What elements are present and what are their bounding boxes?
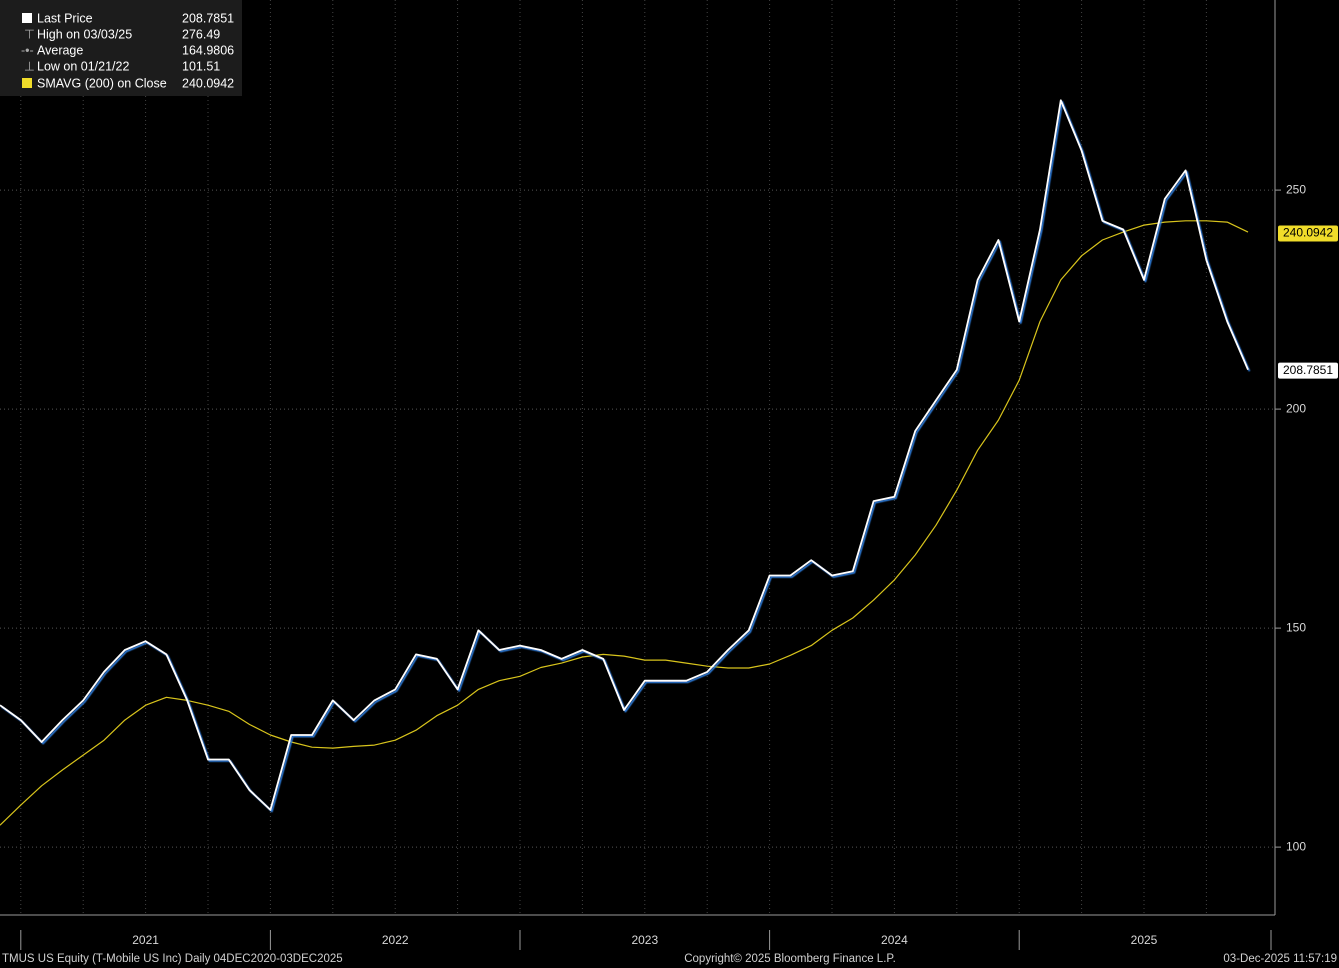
footer-bar <box>0 950 1339 968</box>
value-tag <box>1278 362 1338 379</box>
x-tick-label: 2023 <box>631 933 658 947</box>
x-tick-label: 2022 <box>382 933 409 947</box>
footer-right: 03-Dec-2025 11:57:19 <box>1223 953 1337 965</box>
value-tag-label: 240.0942 <box>1283 226 1333 240</box>
legend-icon: ⊥ <box>24 59 35 73</box>
legend-value: 208.7851 <box>182 11 234 25</box>
legend: Last Price 208.7851 ⊤ High on 03/03/25 2… <box>0 0 242 96</box>
value-tag <box>1278 225 1338 242</box>
y-tick-label: 200 <box>1286 401 1306 415</box>
legend-label: High on 03/03/25 <box>37 27 132 41</box>
legend-value: 240.0942 <box>182 76 234 90</box>
x-tick-label: 2021 <box>132 933 159 947</box>
x-tick-label: 2025 <box>1131 933 1158 947</box>
y-tick-label: 250 <box>1286 182 1306 196</box>
y-tick-label: 150 <box>1286 620 1306 634</box>
axis-labels: 100 150 200 250 2021 2022 2023 2024 2025 208.7851… <box>20 182 1338 950</box>
legend-label: SMAVG (200) on Close <box>37 76 167 90</box>
value-tag-label: 208.7851 <box>1283 363 1333 377</box>
price-line <box>0 99 1249 811</box>
legend-label: Last Price <box>37 11 93 25</box>
legend-value: 101.51 <box>182 59 220 73</box>
footer-left: TMUS US Equity (T-Mobile US Inc) Daily 0… <box>2 953 343 965</box>
sma-line <box>0 220 1249 826</box>
legend-box <box>0 0 242 96</box>
legend-swatch <box>22 78 32 88</box>
x-tick-label: 2024 <box>881 933 908 947</box>
y-tick-label: 100 <box>1286 839 1306 853</box>
legend-icon: -•- <box>21 43 34 57</box>
grid <box>0 0 1275 915</box>
plot <box>0 99 1249 826</box>
legend-icon: ⊤ <box>24 27 35 41</box>
footer-center: Copyright© 2025 Bloomberg Finance L.P. <box>684 953 896 965</box>
legend-label: Average <box>37 43 83 57</box>
legend-swatch <box>22 13 32 23</box>
legend-value: 164.9806 <box>182 43 234 57</box>
legend-value: 276.49 <box>182 27 220 41</box>
legend-label: Low on 01/21/22 <box>37 59 129 73</box>
